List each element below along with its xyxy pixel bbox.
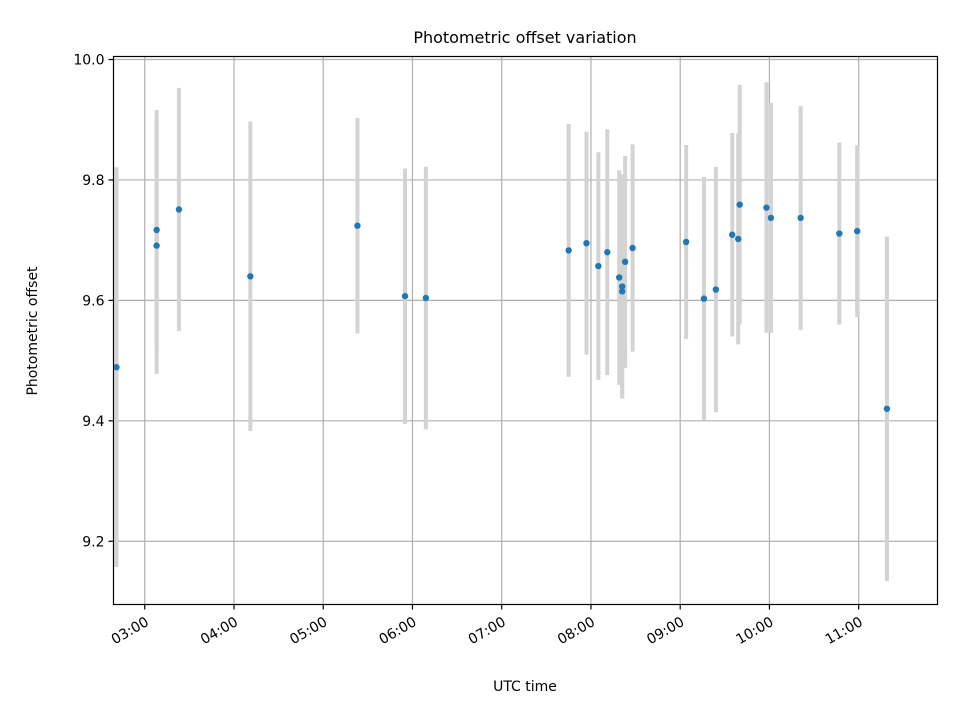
data-point	[595, 262, 602, 270]
y-tick-label: 9.6	[82, 293, 104, 309]
plot-frame	[112, 55, 939, 606]
data-point	[700, 295, 708, 302]
data-point	[113, 364, 120, 371]
data-point	[621, 258, 629, 266]
y-tick-label: 9.4	[82, 414, 104, 430]
data-point	[767, 214, 775, 222]
data-point	[422, 294, 430, 302]
y-tick-label: 10.0	[73, 53, 104, 69]
data-point	[583, 239, 590, 247]
data-point	[618, 288, 626, 295]
data-point	[153, 242, 160, 249]
y-axis-label: Photometric offset	[25, 266, 41, 396]
data-point	[682, 238, 690, 246]
data-point	[763, 204, 770, 211]
data-point	[853, 227, 861, 235]
data-point	[247, 273, 254, 280]
data-point	[734, 235, 742, 243]
data-points	[113, 201, 891, 412]
data-point	[153, 226, 160, 234]
x-axis-label: UTC time	[493, 679, 557, 695]
data-point	[565, 247, 572, 254]
y-axis-ticks: 9.2 9.4 9.6 9.8 10.0	[73, 53, 114, 550]
data-point	[618, 283, 626, 290]
data-point	[401, 292, 409, 300]
data-point	[729, 231, 736, 238]
y-tick-label: 9.8	[82, 173, 104, 189]
chart-title: Photometric offset variation	[413, 28, 636, 47]
data-point	[629, 244, 636, 252]
data-point	[797, 214, 804, 222]
data-point	[836, 230, 843, 237]
data-point	[883, 405, 891, 412]
y-tick-label: 9.2	[82, 534, 104, 550]
data-point	[616, 274, 623, 281]
data-point	[736, 201, 743, 208]
data-point	[175, 206, 183, 213]
data-point	[604, 249, 611, 256]
data-point	[712, 286, 720, 293]
data-point	[354, 222, 361, 229]
